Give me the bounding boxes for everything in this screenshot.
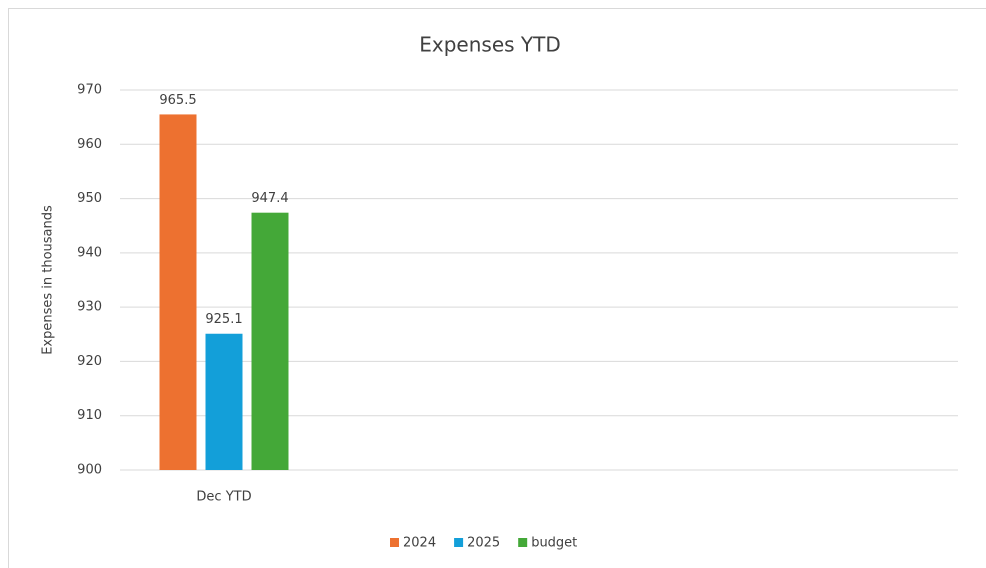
legend-swatch — [454, 538, 464, 547]
legend-label: budget — [531, 536, 577, 551]
y-tick-label: 920 — [77, 354, 102, 369]
legend-label: 2025 — [467, 536, 500, 551]
legend-swatch — [390, 538, 399, 547]
chart-title: Expenses YTD — [419, 33, 560, 57]
bar — [251, 212, 289, 470]
legend-swatch — [518, 538, 528, 547]
y-tick-label: 900 — [77, 463, 102, 478]
value-label: 965.5 — [159, 93, 196, 108]
y-tick-label: 970 — [77, 83, 102, 98]
value-label: 925.1 — [205, 312, 242, 327]
bar — [205, 333, 243, 470]
y-tick-label: 910 — [77, 408, 102, 423]
y-tick-label: 950 — [77, 191, 102, 206]
legend-label: 2024 — [403, 536, 436, 551]
y-tick-label: 930 — [77, 300, 102, 315]
x-tick-label: Dec YTD — [196, 490, 251, 505]
value-label: 947.4 — [251, 191, 288, 206]
y-tick-label: 960 — [77, 137, 102, 152]
bar — [159, 114, 197, 470]
chart-frame — [8, 8, 986, 568]
y-tick-label: 940 — [77, 245, 102, 260]
y-axis-label: Expenses in thousands — [41, 205, 56, 355]
